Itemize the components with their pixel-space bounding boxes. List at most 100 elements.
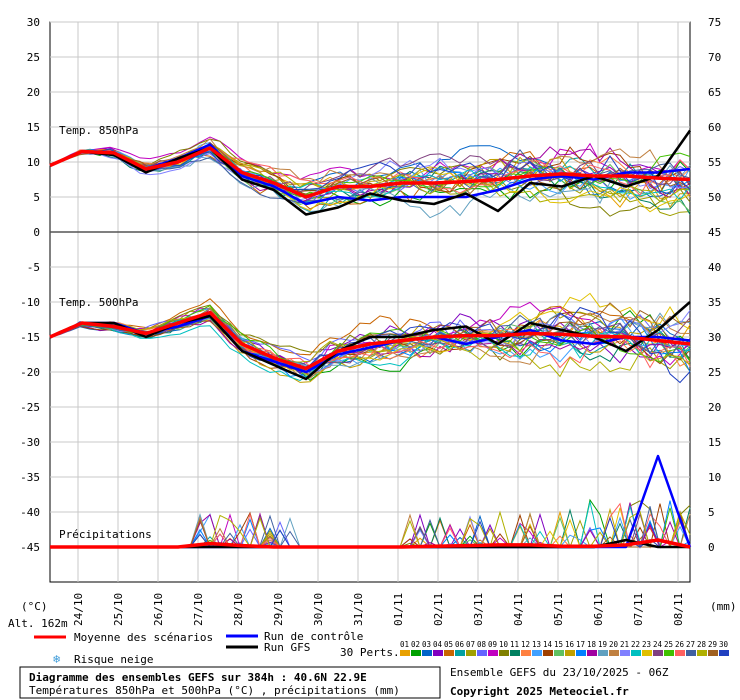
pert-label: 06	[455, 640, 465, 649]
pert-swatch	[565, 650, 575, 656]
member-line-t500	[49, 298, 691, 360]
pert-label: 18	[587, 640, 597, 649]
pert-label: 12	[521, 640, 530, 649]
left-unit: (°C)	[21, 600, 48, 613]
pert-swatch	[697, 650, 707, 656]
pert-label: 30	[719, 640, 729, 649]
x-tick-label: 25/10	[112, 593, 125, 626]
pert-label: 23	[642, 640, 651, 649]
pert-swatch	[719, 650, 729, 656]
right-tick-label: 55	[708, 156, 721, 169]
left-tick-label: -40	[20, 506, 40, 519]
pert-label: 29	[708, 640, 717, 649]
right-tick-label: 75	[708, 16, 721, 29]
chart-title: Diagramme des ensembles GEFS sur 384h : …	[29, 671, 367, 684]
right-tick-label: 0	[708, 541, 715, 554]
pert-label: 14	[543, 640, 553, 649]
perts-legend: 01 02 03 04 05 06 07 08 09 10 11 12 13 14 15 16 17 18 19 20…	[400, 640, 729, 656]
pert-swatch	[411, 650, 421, 656]
pert-swatch	[686, 650, 696, 656]
pert-swatch	[543, 650, 553, 656]
left-tick-label: -15	[20, 331, 40, 344]
pert-swatch	[488, 650, 498, 656]
pert-label: 13	[532, 640, 541, 649]
pert-label: 04	[433, 640, 443, 649]
pert-swatch	[532, 650, 542, 656]
altitude: Alt. 162m	[8, 617, 68, 630]
left-tick-label: 25	[27, 51, 40, 64]
member-line-t500	[49, 324, 691, 382]
pert-swatch	[653, 650, 663, 656]
pert-label: 09	[488, 640, 497, 649]
x-tick-label: 24/10	[72, 593, 85, 626]
axes: 302520151050-5-10-15-20-25-30-35-40-4575…	[20, 16, 721, 626]
left-tick-label: -20	[20, 366, 40, 379]
pert-swatch	[664, 650, 674, 656]
x-tick-label: 04/11	[512, 593, 525, 626]
right-tick-label: 70	[708, 51, 721, 64]
x-tick-label: 08/11	[672, 593, 685, 626]
pert-label: 08	[477, 640, 487, 649]
x-tick-label: 01/11	[392, 593, 405, 626]
pert-label: 17	[576, 640, 585, 649]
chart-subtitle: Températures 850hPa et 500hPa (°C) , pré…	[29, 684, 400, 697]
pert-swatch	[433, 650, 443, 656]
legend: Moyenne des scénarios Run de contrôle Ru…	[34, 630, 729, 666]
legend-mean-label: Moyenne des scénarios	[74, 631, 213, 644]
x-tick-label: 31/10	[352, 593, 365, 626]
left-tick-label: 10	[27, 156, 40, 169]
legend-gfs-label: Run GFS	[264, 641, 310, 654]
pert-swatch	[400, 650, 410, 656]
member-line-t850	[49, 138, 691, 217]
pert-label: 15	[554, 640, 563, 649]
right-tick-label: 40	[708, 261, 721, 274]
pert-label: 01	[400, 640, 409, 649]
panel-label-precip: Précipitations	[59, 528, 152, 541]
pert-swatch	[455, 650, 465, 656]
snowflake-icon: ❄	[53, 652, 60, 666]
pert-swatch	[708, 650, 718, 656]
series-t850-mean	[49, 146, 691, 199]
pert-swatch	[598, 650, 608, 656]
left-tick-label: -5	[27, 261, 40, 274]
x-tick-label: 30/10	[312, 593, 325, 626]
right-tick-label: 10	[708, 471, 721, 484]
right-tick-label: 50	[708, 191, 721, 204]
x-tick-label: 05/11	[552, 593, 565, 626]
right-tick-label: 20	[708, 401, 721, 414]
x-tick-label: 02/11	[432, 593, 445, 626]
left-tick-label: 20	[27, 86, 40, 99]
pert-label: 19	[598, 640, 607, 649]
pert-label: 05	[444, 640, 453, 649]
x-tick-label: 26/10	[152, 593, 165, 626]
pert-label: 02	[411, 640, 420, 649]
series-precip-mean	[50, 538, 691, 549]
main-series	[49, 129, 692, 549]
pert-swatch	[510, 650, 520, 656]
pert-swatch	[466, 650, 476, 656]
pert-swatch	[609, 650, 619, 656]
pert-swatch	[521, 650, 531, 656]
series-t500-mean	[49, 310, 691, 371]
x-tick-label: 07/11	[632, 593, 645, 626]
pert-swatch	[554, 650, 564, 656]
left-tick-label: 5	[33, 191, 40, 204]
run-info: Ensemble GEFS du 23/10/2025 - 06Z	[450, 666, 669, 679]
pert-label: 25	[664, 640, 673, 649]
pert-swatch	[444, 650, 454, 656]
pert-swatch	[477, 650, 487, 656]
right-tick-label: 35	[708, 296, 721, 309]
right-tick-label: 25	[708, 366, 721, 379]
member-line-t850	[49, 142, 691, 196]
grid-lines	[49, 21, 691, 583]
right-unit: (mm)	[710, 600, 737, 613]
pert-label: 07	[466, 640, 475, 649]
member-line-t850	[49, 153, 691, 219]
left-tick-label: 0	[33, 226, 40, 239]
right-tick-label: 15	[708, 436, 721, 449]
pert-swatch	[499, 650, 509, 656]
title-box	[19, 666, 441, 699]
pert-label: 16	[565, 640, 575, 649]
pert-label: 10	[499, 640, 509, 649]
